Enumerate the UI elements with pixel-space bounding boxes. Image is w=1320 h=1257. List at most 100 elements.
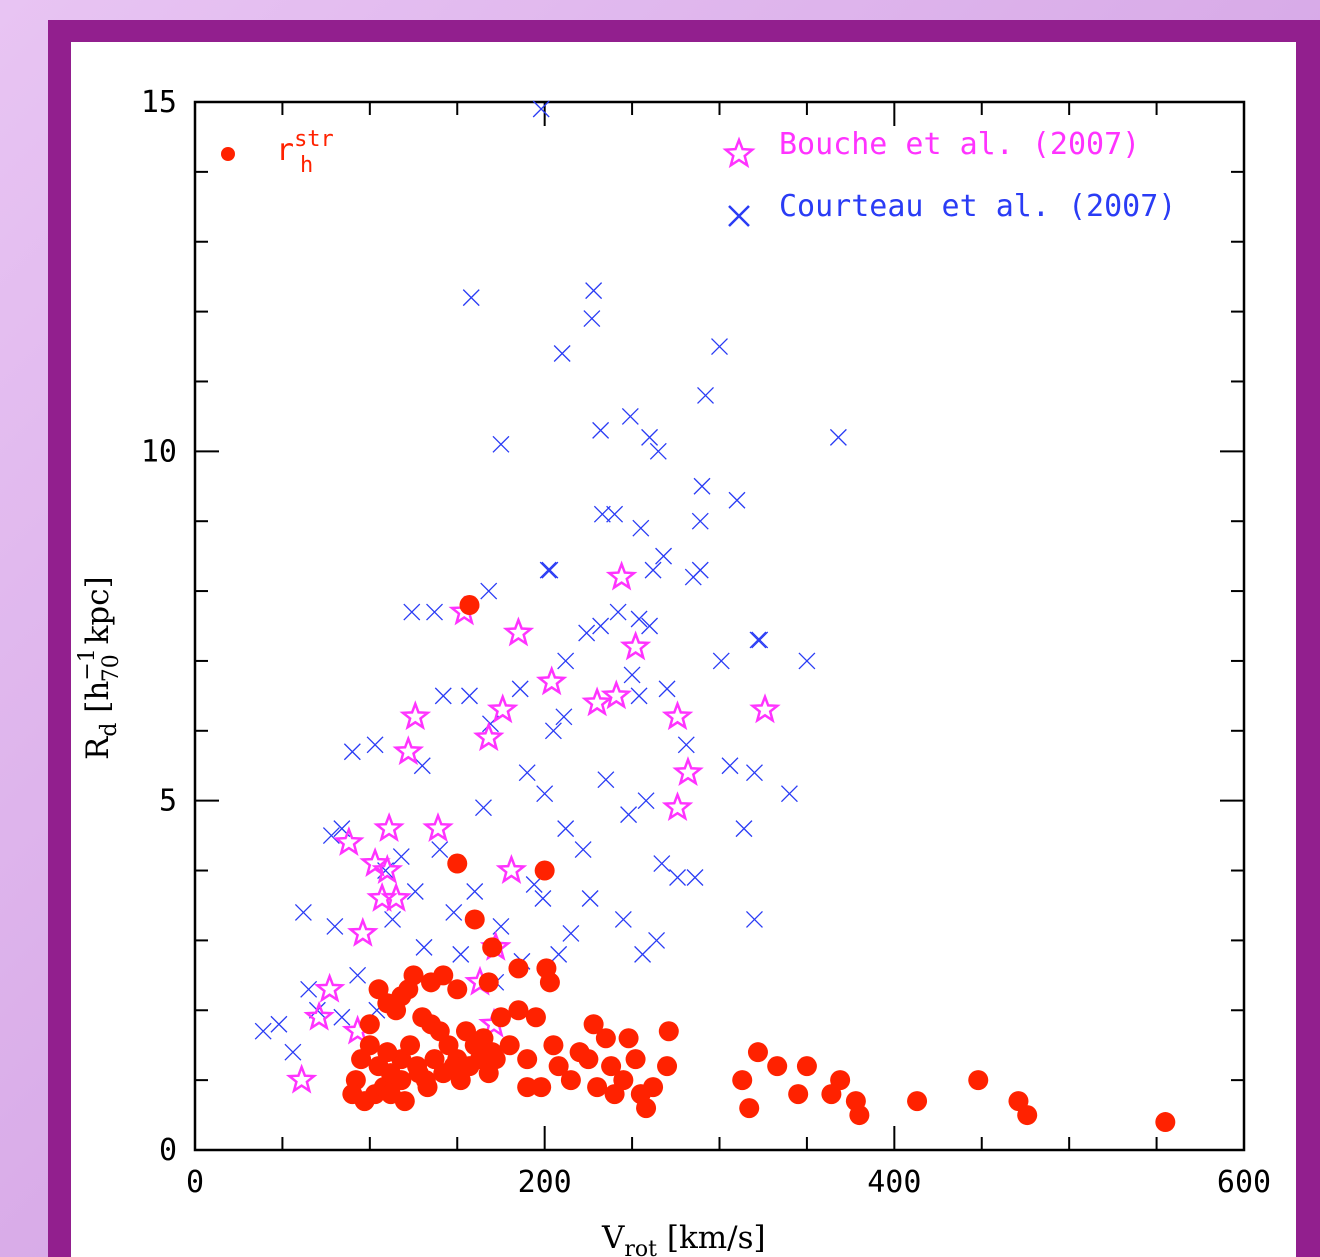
bouche-point (392, 735, 425, 766)
courteau-point (406, 883, 424, 900)
x-axis-label-sub: rot (624, 1237, 657, 1257)
courteau-point (550, 945, 568, 963)
courteau-point (583, 310, 601, 328)
bouche-point (303, 1000, 335, 1031)
rhstr-point (796, 1056, 817, 1077)
courteau-point (574, 841, 592, 859)
rhstr-point (560, 1070, 581, 1091)
courteau-point (746, 910, 763, 928)
rhstr-point (447, 979, 468, 1000)
courteau-point (426, 603, 443, 621)
courteau-point (349, 966, 367, 984)
rhstr-point (464, 909, 485, 930)
courteau-point (492, 435, 510, 453)
y-axis-label-sup: −1 (75, 648, 100, 680)
courteau-point (511, 680, 529, 698)
bouche-point (313, 972, 346, 1003)
rhstr-point (351, 1049, 372, 1070)
courteau-point (413, 757, 431, 775)
rhstr-point (400, 1035, 421, 1056)
courteau-point (648, 931, 666, 949)
x-tick-label: 400 (867, 1165, 921, 1200)
courteau-point (641, 428, 659, 446)
rhstr-point (485, 1049, 506, 1070)
y-axis-label-sub2: 70 (99, 654, 124, 682)
rhstr-point (587, 1077, 608, 1098)
bouche-point (535, 665, 568, 696)
legend-cross-marker (728, 205, 750, 227)
rhstr-point (657, 1056, 678, 1077)
series-star (285, 560, 781, 1094)
courteau-point (585, 282, 603, 300)
rhstr-point (539, 972, 560, 993)
rhstr-point (739, 1098, 760, 1119)
courteau-point (735, 820, 753, 838)
series-dot (342, 595, 1176, 1133)
rhstr-point (403, 965, 424, 986)
courteau-point (300, 980, 318, 998)
bouche-point (619, 630, 652, 661)
rhstr-point (578, 1049, 599, 1070)
courteau-point (712, 652, 730, 670)
rhstr-point (417, 1077, 438, 1098)
y-axis-label-rest1: [h (80, 681, 116, 723)
rhstr-point (636, 1098, 657, 1119)
rhstr-point (447, 853, 468, 874)
plot-frame (193, 100, 1246, 1152)
courteau-point (366, 736, 384, 754)
courteau-point (697, 386, 714, 404)
bouche-point (399, 700, 432, 731)
courteau-point (322, 827, 340, 845)
courteau-point (480, 582, 498, 600)
axis-ticks (195, 102, 1244, 1150)
y-axis-label-main: R (80, 735, 116, 760)
courteau-point (798, 652, 816, 670)
courteau-point (728, 491, 746, 509)
courteau-point (686, 869, 704, 886)
courteau-point (634, 945, 652, 963)
rhstr-point (613, 1070, 634, 1091)
bouche-point (495, 853, 528, 884)
rhstr-point (849, 1105, 870, 1126)
x-axis-label-rest: [km/s] (657, 1220, 766, 1256)
y-axis-label: Rd [h−170 kpc] (75, 576, 124, 760)
x-tick-label: 600 (1217, 1165, 1271, 1200)
courteau-point (525, 876, 543, 893)
courteau-point (384, 910, 402, 928)
courteau-point (462, 289, 480, 307)
bouche-point (672, 756, 704, 787)
tick-labels: 0 200 400 600 0 5 10 15 (141, 85, 1271, 1200)
legend: rstr h Bouche et al. (2007) Courteau et a… (221, 127, 1176, 227)
rhstr-point (747, 1042, 768, 1063)
rhstr-point (508, 958, 529, 979)
y-axis-label-sub: d (97, 723, 122, 737)
rhstr-point (377, 1042, 398, 1063)
y-tick-label: 5 (159, 784, 177, 819)
rhstr-point (391, 1070, 412, 1091)
courteau-point (254, 1022, 272, 1040)
courteau-point (445, 903, 463, 921)
courteau-point (326, 917, 344, 935)
courteau-point (644, 561, 662, 579)
courteau-point (475, 799, 492, 817)
rhstr-point (658, 1021, 679, 1042)
courteau-point (452, 945, 470, 963)
courteau-point (649, 442, 667, 460)
courteau-point (749, 631, 767, 649)
bouche-point (380, 881, 412, 912)
rhstr-point (534, 860, 555, 881)
courteau-point (614, 910, 632, 928)
bouche-point (749, 693, 781, 724)
courteau-point (751, 631, 769, 649)
courteau-point (562, 924, 580, 942)
courteau-point (392, 848, 410, 866)
courteau-point (434, 687, 452, 705)
rhstr-point (508, 1000, 529, 1021)
courteau-point (553, 345, 571, 362)
rhstr-point (543, 1035, 564, 1056)
rhstr-point (732, 1070, 753, 1091)
courteau-point (592, 421, 610, 439)
bouche-point (581, 686, 613, 717)
courteau-point (539, 561, 557, 579)
